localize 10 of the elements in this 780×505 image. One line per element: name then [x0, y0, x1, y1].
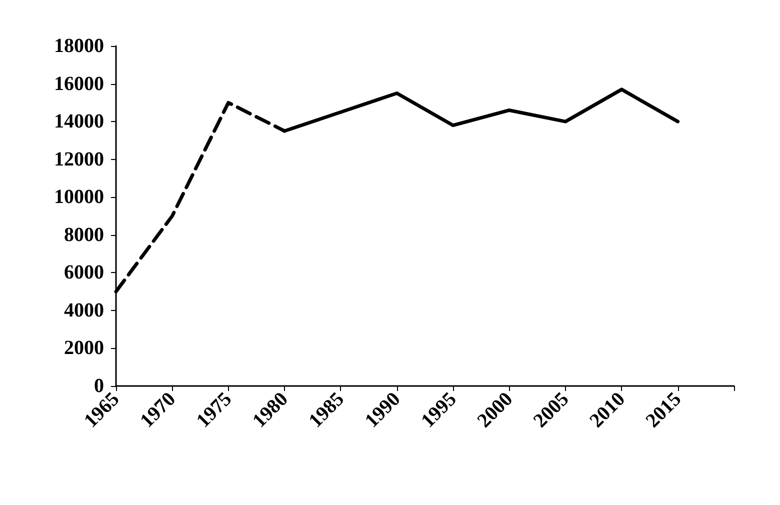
y-tick-label: 16000 — [54, 72, 104, 95]
y-tick-label: 14000 — [54, 110, 104, 133]
y-tick-label: 2000 — [64, 337, 104, 360]
y-tick-label: 8000 — [64, 224, 104, 246]
y-tick-label: 12000 — [54, 148, 104, 170]
y-tick-label: 6000 — [64, 262, 104, 284]
y-tick-label: 10000 — [54, 186, 104, 208]
y-tick-label: 18000 — [54, 35, 104, 57]
y-tick-label: 0 — [94, 375, 104, 397]
y-tick-label: 4000 — [64, 299, 104, 322]
